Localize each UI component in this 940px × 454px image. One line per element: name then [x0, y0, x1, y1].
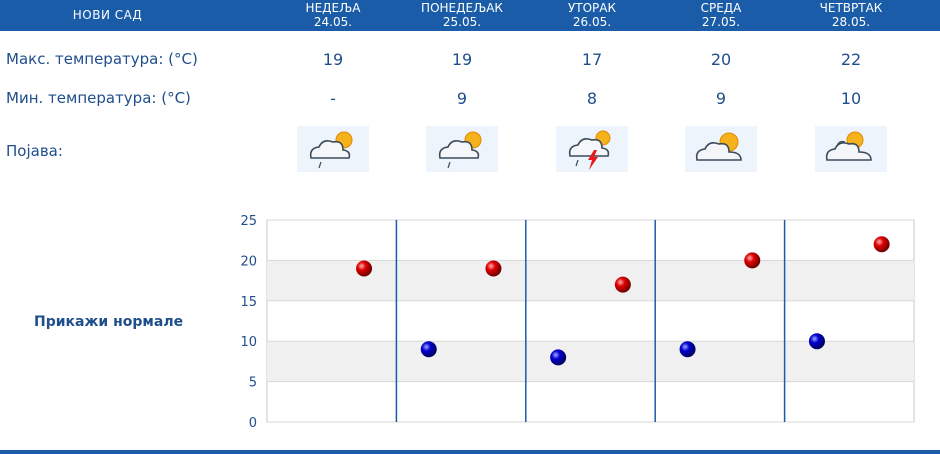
day-header: ЧЕТВРТАК 28.05. [786, 1, 916, 29]
min-temp-label: Мин. температура: (°C) [6, 89, 191, 107]
day-name: ЧЕТВРТАК [819, 1, 883, 15]
day-date: 26.05. [572, 15, 612, 29]
temperature-chart: 0 5 10 15 20 25 [240, 214, 915, 431]
min-temp-point [420, 341, 437, 358]
min-temp-value: - [330, 89, 336, 108]
plot-band [267, 341, 914, 382]
min-temp-value: 10 [840, 89, 862, 108]
min-temp-point [808, 333, 825, 350]
day-date: 24.05. [313, 15, 353, 29]
cloud-sun-icon [685, 126, 757, 172]
day-name: НЕДЕЉА [305, 1, 361, 15]
cloud-sun-icon [815, 126, 887, 172]
cloud-sun-rain-icon [426, 126, 498, 172]
day-name: УТОРАК [567, 1, 617, 15]
max-temp-value: 20 [710, 50, 732, 69]
day-date: 25.05. [442, 15, 482, 29]
y-tick-label: 0 [249, 416, 257, 431]
day-date: 28.05. [831, 15, 871, 29]
min-temp-value: 9 [456, 89, 468, 108]
show-normals-link[interactable]: Прикажи нормале [34, 314, 184, 330]
phenomenon-label: Појава: [6, 142, 63, 160]
day-header: ПОНЕДЕЉАК 25.05. [397, 1, 527, 29]
max-temp-point [873, 236, 890, 253]
max-temp-value: 19 [322, 50, 344, 69]
plot-band [267, 260, 914, 301]
min-temp-value: 8 [586, 89, 598, 108]
max-temp-point [614, 276, 631, 293]
max-temp-value: 22 [840, 50, 862, 69]
plot-area [266, 219, 915, 423]
max-temp-value: 19 [451, 50, 473, 69]
day-header: УТОРАК 26.05. [527, 1, 657, 29]
day-header: НЕДЕЉА 24.05. [268, 1, 398, 29]
y-tick-label: 20 [240, 254, 257, 269]
max-temp-point [485, 260, 502, 277]
max-temp-value: 17 [581, 50, 603, 69]
y-tick-label: 15 [240, 295, 257, 310]
y-tick-label: 5 [249, 376, 257, 391]
city-name: НОВИ САД [72, 8, 143, 22]
y-tick-label: 25 [240, 214, 257, 229]
cloud-sun-rain-icon [297, 126, 369, 172]
day-name: ПОНЕДЕЉАК [421, 1, 503, 15]
forecast-header: НОВИ САД НЕДЕЉА 24.05. ПОНЕДЕЉАК 25.05. … [0, 0, 940, 31]
cloud-sun-thunderstorm-icon [556, 126, 628, 172]
day-date: 27.05. [701, 15, 741, 29]
day-header: СРЕДА 27.05. [656, 1, 786, 29]
min-temp-point [679, 341, 696, 358]
max-temp-point [356, 260, 373, 277]
min-temp-value: 9 [715, 89, 727, 108]
bottom-bar [0, 450, 940, 454]
min-temp-point [550, 349, 567, 366]
day-name: СРЕДА [700, 1, 742, 15]
max-temp-label: Макс. температура: (°C) [6, 50, 198, 68]
max-temp-point [744, 252, 761, 269]
y-tick-label: 10 [240, 335, 257, 350]
